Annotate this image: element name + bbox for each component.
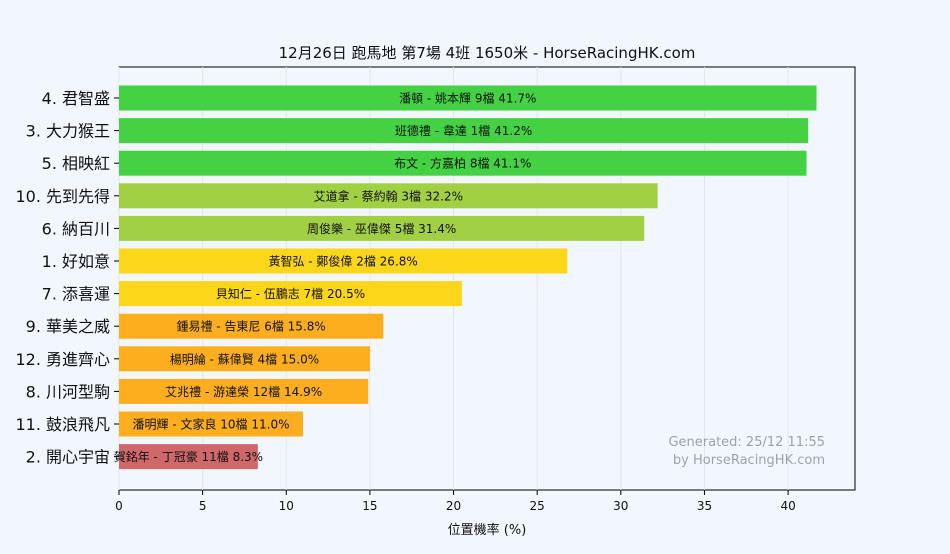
x-tick-label: 0: [115, 499, 123, 513]
bar-label: 潘頓 - 姚本輝 9檔 41.7%: [399, 92, 536, 106]
category-label: 5. 相映紅: [42, 154, 110, 173]
bar-label: 布文 - 方嘉柏 8檔 41.1%: [394, 156, 531, 171]
x-tick-label: 10: [279, 499, 294, 513]
bar-8: [119, 313, 384, 339]
bar-1: [119, 85, 817, 111]
bar-label: 黃智弘 - 鄭俊偉 2檔 26.8%: [268, 254, 417, 269]
bar-label: 楊明綸 - 蘇偉賢 4檔 15.0%: [170, 351, 319, 366]
bar-2: [119, 118, 809, 144]
bar-label: 鍾易禮 - 告東尼 6檔 15.8%: [176, 320, 325, 334]
x-axis-label: 位置機率 (%): [448, 522, 527, 538]
category-label: 12. 勇進齊心: [15, 350, 110, 369]
bar-6: [119, 248, 568, 274]
category-label: 11. 鼓浪飛凡: [15, 415, 110, 434]
category-label: 1. 好如意: [42, 252, 110, 271]
bar-11: [119, 411, 303, 437]
category-labels: 4. 君智盛 3. 大力猴王 5. 相映紅 10. 先到先得 6. 納百川 1. 好如意 7…: [15, 89, 119, 467]
x-tick-label: 5: [199, 499, 207, 513]
category-label: 8. 川河型駒: [26, 382, 110, 401]
bars: 潘頓 - 姚本輝 9檔 41.7% 班德禮 - 韋達 1檔 41.2% 布文 - 方…: [114, 85, 817, 470]
bar-10: [119, 378, 369, 404]
bar-label: 貝知仁 - 伍鵬志 7檔 20.5%: [216, 287, 365, 301]
watermark-line-2: by HorseRacingHK.com: [673, 453, 825, 468]
category-label: 7. 添喜運: [42, 285, 110, 304]
bar-12: [119, 444, 258, 470]
x-tick-label: 20: [446, 499, 461, 513]
category-label: 9. 華美之威: [26, 317, 110, 336]
category-label: 2. 開心宇宙: [26, 448, 110, 467]
bar-label: 周俊樂 - 巫偉傑 5檔 31.4%: [307, 221, 456, 236]
bar-label: 艾道拿 - 蔡約翰 3檔 32.2%: [314, 188, 463, 203]
bar-label: 班德禮 - 韋達 1檔 41.2%: [395, 123, 532, 138]
bar-label: 潘明輝 - 文家良 10檔 11.0%: [133, 417, 290, 432]
bar-label: 賀銘年 - 丁冠豪 11檔 8.3%: [114, 449, 263, 464]
x-tick-label: 40: [780, 499, 795, 513]
category-label: 10. 先到先得: [15, 187, 110, 206]
x-tick-label: 15: [362, 499, 377, 513]
watermark-line-1: Generated: 25/12 11:55: [668, 435, 825, 450]
x-tick-label: 25: [530, 499, 545, 513]
bar-7: [119, 281, 462, 307]
bar-4: [119, 183, 658, 209]
category-label: 6. 納百川: [42, 219, 110, 238]
bar-3: [119, 150, 807, 176]
x-tick-label: 35: [697, 499, 712, 513]
bar-9: [119, 346, 370, 372]
chart-title: 12月26日 跑馬地 第7場 4班 1650米 - HorseRacingHK.…: [279, 44, 696, 62]
x-axis-ticks: 0 5 10 15 20 25 30 35 40: [115, 490, 796, 513]
category-label: 3. 大力猴王: [26, 122, 110, 141]
bar-5: [119, 215, 645, 241]
x-tick-label: 30: [613, 499, 628, 513]
category-label: 4. 君智盛: [42, 89, 110, 108]
bar-label: 艾兆禮 - 游達榮 12檔 14.9%: [165, 385, 322, 399]
